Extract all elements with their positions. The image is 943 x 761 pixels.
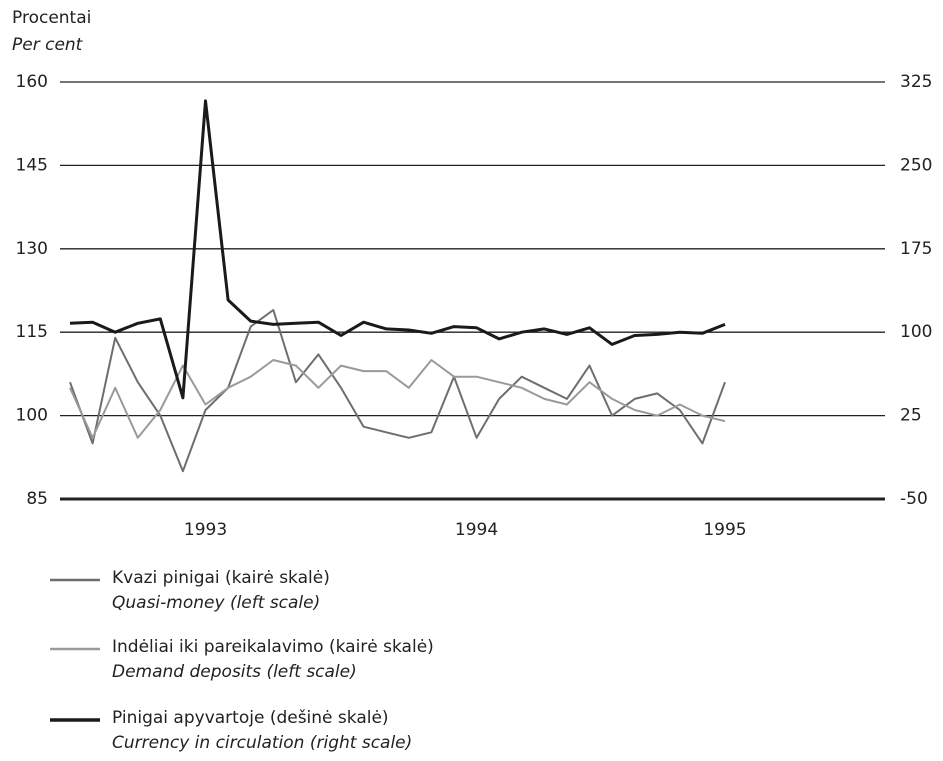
y2-tick-label: -50: [900, 489, 928, 509]
series-line: [69, 99, 726, 400]
series-line: [69, 309, 726, 473]
y-tick-label: 160: [16, 72, 48, 92]
y2-tick-label: 325: [900, 72, 932, 92]
legend-label-en: Quasi-money (left scale): [112, 593, 320, 613]
y-tick-label: 85: [26, 489, 48, 509]
x-tick-label: 1994: [455, 520, 498, 540]
x-tick-label: 1995: [703, 520, 746, 540]
chart-title: Procentai: [12, 8, 91, 28]
y2-tick-label: 100: [900, 322, 932, 342]
y-tick-label: 145: [16, 155, 48, 175]
series-line: [69, 359, 726, 439]
legend-label-en: Currency in circulation (right scale): [112, 733, 412, 753]
chart-subtitle: Per cent: [12, 35, 84, 55]
legend-label: Indėliai iki pareikalavimo (kairė skalė): [112, 637, 434, 657]
legend-label: Kvazi pinigai (kairė skalė): [112, 568, 330, 588]
legend-label-en: Demand deposits (left scale): [112, 662, 357, 682]
legend-label: Pinigai apyvartoje (dešinė skalė): [112, 708, 389, 728]
y2-tick-label: 175: [900, 239, 932, 259]
y2-tick-label: 25: [900, 406, 922, 426]
y-tick-label: 100: [16, 406, 48, 426]
y-tick-label: 130: [16, 239, 48, 259]
y2-tick-label: 250: [900, 155, 932, 175]
x-tick-label: 1993: [184, 520, 227, 540]
y-tick-label: 115: [16, 322, 48, 342]
